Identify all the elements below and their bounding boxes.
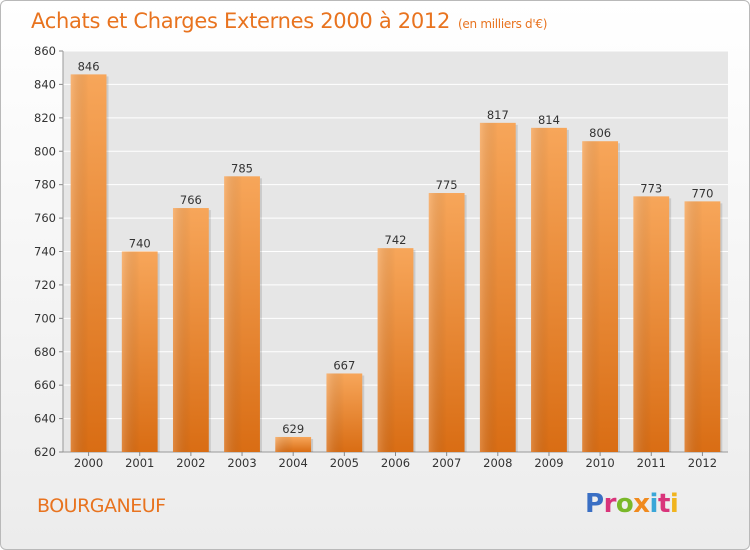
bar-group: 766 [172, 193, 211, 452]
unit-note: (en milliers d'€) [458, 17, 548, 31]
bar-highlight [70, 74, 89, 453]
logo-letter: o [615, 489, 634, 519]
bar-highlight [531, 127, 549, 452]
logo-letter: t [657, 489, 670, 519]
chart-title-text: Achats et Charges Externes 2000 à 2012 [31, 9, 451, 33]
bar-highlight [633, 196, 652, 452]
bar-highlight [582, 141, 601, 452]
x-tick-label: 2003 [227, 456, 256, 470]
bar-group: 667 [326, 358, 365, 452]
logo-letter: x [633, 489, 650, 519]
bar-highlight [428, 193, 447, 453]
bar-highlight [172, 208, 191, 452]
logo-letter: P [585, 489, 604, 519]
bar-highlight [224, 176, 243, 452]
y-tick-label: 620 [34, 445, 56, 459]
y-tick-label: 760 [34, 211, 56, 225]
x-axis-labels: 2000 2001 2002 2003 2004 2005 2006 2007 2008 2009… [74, 452, 717, 470]
data-label: 742 [385, 233, 407, 247]
y-tick-label: 680 [34, 345, 56, 359]
bar-group: 775 [428, 178, 467, 453]
data-label: 740 [129, 237, 151, 251]
logo-letter: r [603, 489, 617, 519]
bar-group: 846 [70, 59, 109, 453]
y-tick-label: 660 [34, 378, 56, 392]
data-label: 806 [589, 126, 611, 140]
bar-group: 806 [582, 126, 621, 452]
data-label: 785 [231, 161, 253, 175]
x-tick-label: 2002 [176, 456, 205, 470]
bar-highlight [377, 248, 396, 452]
x-tick-label: 2012 [688, 456, 717, 470]
bar-group: 773 [633, 181, 672, 452]
y-tick-label: 840 [34, 77, 56, 91]
bar-group: 814 [531, 113, 569, 452]
bar-highlight [121, 251, 140, 452]
commune-name: BOURGANEUF [37, 495, 166, 517]
bar-group: 740 [121, 237, 160, 452]
x-tick-label: 2000 [74, 456, 103, 470]
bar-group: 785 [224, 161, 262, 452]
chart-title: Achats et Charges Externes 2000 à 2012 (e… [31, 9, 547, 33]
y-tick-label: 720 [34, 278, 56, 292]
x-tick-label: 2011 [637, 456, 666, 470]
x-tick-label: 2006 [381, 456, 410, 470]
data-label: 667 [333, 358, 355, 372]
x-tick-label: 2009 [534, 456, 563, 470]
y-tick-label: 780 [34, 178, 56, 192]
data-label: 773 [640, 181, 662, 195]
y-tick-label: 640 [34, 412, 56, 426]
data-label: 766 [180, 193, 202, 207]
data-label: 770 [691, 186, 713, 200]
logo-letter: i [649, 489, 659, 519]
y-axis-labels: 620 640 660 680 700 720 740 760 780 800 820 840 860 [34, 44, 56, 459]
y-tick-label: 700 [34, 311, 56, 325]
bar-group: 817 [479, 108, 518, 453]
y-tick-label: 860 [34, 44, 56, 58]
bar-group: 629 [275, 422, 314, 452]
bars-group: 846 740 766 785 629 667 742 775 817 814 806 773 770 [70, 59, 723, 453]
y-tick-label: 820 [34, 111, 56, 125]
logo-letter: i [669, 489, 679, 519]
bar-group: 742 [377, 233, 416, 452]
data-label: 817 [487, 108, 509, 122]
x-tick-label: 2008 [483, 456, 512, 470]
bar-highlight [684, 201, 703, 452]
proxiti-logo: Proxiti [585, 489, 679, 519]
bar-group: 770 [684, 186, 723, 452]
x-tick-label: 2004 [279, 456, 308, 470]
bar-highlight [479, 122, 498, 453]
x-tick-label: 2010 [585, 456, 614, 470]
bar-highlight [275, 436, 294, 452]
y-tick-label: 800 [34, 144, 56, 158]
x-tick-label: 2007 [432, 456, 461, 470]
x-tick-label: 2005 [330, 456, 359, 470]
y-tick-label: 740 [34, 245, 56, 259]
data-label: 814 [538, 113, 560, 127]
x-tick-label: 2001 [125, 456, 154, 470]
data-label: 629 [282, 422, 304, 436]
data-label: 846 [78, 59, 100, 73]
bar-highlight [326, 373, 345, 452]
data-label: 775 [436, 178, 458, 192]
